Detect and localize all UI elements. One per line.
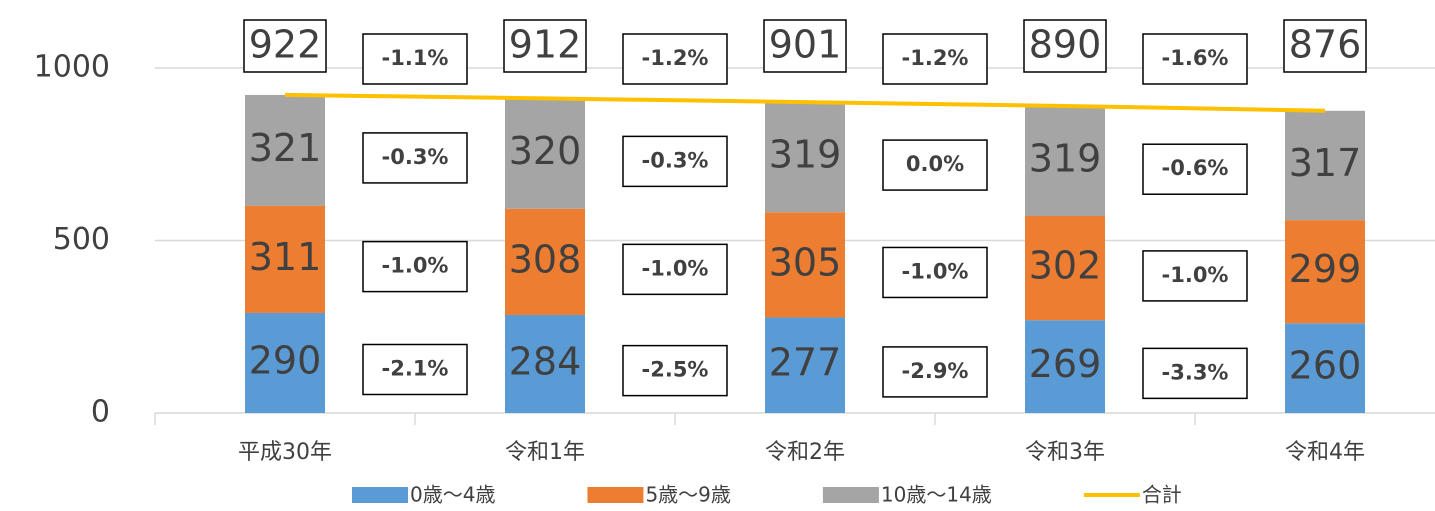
total-label: 901 <box>769 23 842 67</box>
total-line <box>284 92 1326 113</box>
x-tick-label: 平成30年 <box>238 440 332 465</box>
change-label-box <box>622 344 728 397</box>
bar-segment <box>245 205 325 313</box>
y-tick-label: 0 <box>91 395 110 430</box>
bar-segment <box>245 312 325 413</box>
change-label-box <box>1142 143 1248 195</box>
data-label: 321 <box>249 126 322 170</box>
change-label: -2.5% <box>642 358 709 382</box>
x-tick-label: 令和2年 <box>765 440 845 465</box>
change-label: -2.1% <box>382 356 449 380</box>
change-label: -1.0% <box>902 259 969 283</box>
change-label-box <box>362 343 468 396</box>
y-tick-label: 1000 <box>34 50 110 85</box>
data-label: 269 <box>1029 342 1102 386</box>
legend-label: 0歳～4歳 <box>410 483 495 507</box>
change-label-box <box>882 346 988 398</box>
legend-label: 10歳～14歳 <box>881 483 992 507</box>
bar-segment <box>1025 320 1105 413</box>
data-label: 320 <box>509 129 582 173</box>
legend-swatch <box>587 487 644 503</box>
total-label: 876 <box>1289 23 1362 67</box>
change-label-box <box>622 243 728 296</box>
data-label: 319 <box>769 133 842 177</box>
bar-segment <box>505 208 585 316</box>
change-label: -1.2% <box>642 46 709 70</box>
change-label-box <box>622 33 728 85</box>
change-label: -1.0% <box>382 254 449 278</box>
data-label: 317 <box>1289 141 1362 185</box>
change-label-box <box>362 240 468 293</box>
data-label: 305 <box>769 240 842 284</box>
change-label-box <box>1142 250 1248 302</box>
x-tick-label: 令和3年 <box>1025 440 1105 465</box>
y-tick-label: 500 <box>53 222 110 257</box>
data-label: 311 <box>249 235 322 279</box>
change-label: -2.9% <box>902 359 969 383</box>
data-label: 319 <box>1029 136 1102 180</box>
data-label: 260 <box>1289 344 1362 388</box>
change-label-box <box>362 33 468 85</box>
change-label: -0.6% <box>1162 156 1229 180</box>
total-label: 922 <box>249 23 322 67</box>
legend-label: 合計 <box>1142 483 1182 507</box>
change-label-box <box>1142 33 1248 85</box>
data-label: 299 <box>1289 247 1362 291</box>
bar-segment <box>765 212 845 318</box>
change-label: -1.0% <box>1162 263 1229 287</box>
bar-segment <box>505 98 585 209</box>
legend-swatch <box>352 487 408 503</box>
change-label: -0.3% <box>642 148 709 172</box>
total-label-box <box>763 19 847 73</box>
change-label: -0.3% <box>382 145 449 169</box>
bar-segment <box>1285 323 1365 413</box>
total-label-box <box>503 19 587 73</box>
change-label-box <box>362 132 468 184</box>
legend-swatch <box>822 487 879 503</box>
bar-segment <box>1285 110 1365 221</box>
total-label-box <box>1023 19 1107 73</box>
change-label-box <box>882 33 988 85</box>
change-label-box <box>882 139 988 191</box>
bar-segment <box>505 315 585 413</box>
data-label: 284 <box>509 340 582 384</box>
bar-segment <box>765 102 845 213</box>
change-label: -1.2% <box>902 46 969 70</box>
bar-segment <box>1025 216 1105 321</box>
change-label-box <box>622 135 728 188</box>
total-label-box <box>1283 19 1367 73</box>
legend-label: 5歳～9歳 <box>645 483 730 507</box>
bar-segment <box>245 94 325 206</box>
change-label: -1.0% <box>642 256 709 280</box>
total-label: 912 <box>509 23 582 67</box>
total-label: 890 <box>1029 23 1102 67</box>
data-label: 308 <box>509 237 582 281</box>
x-tick-label: 令和1年 <box>505 440 585 465</box>
total-label-box <box>243 19 327 73</box>
data-label: 302 <box>1029 244 1102 288</box>
data-label: 277 <box>769 341 842 385</box>
x-tick-label: 令和4年 <box>1285 440 1365 465</box>
change-label: -1.1% <box>382 46 449 70</box>
change-label: -1.6% <box>1162 46 1229 70</box>
bar-segment <box>1285 220 1365 324</box>
bar-segment <box>765 317 845 413</box>
change-label-box <box>882 246 988 299</box>
change-label: 0.0% <box>906 152 964 176</box>
bar-segment <box>1025 105 1105 217</box>
change-label: -3.3% <box>1162 360 1229 384</box>
change-label-box <box>1142 347 1248 400</box>
data-label: 290 <box>249 338 322 382</box>
